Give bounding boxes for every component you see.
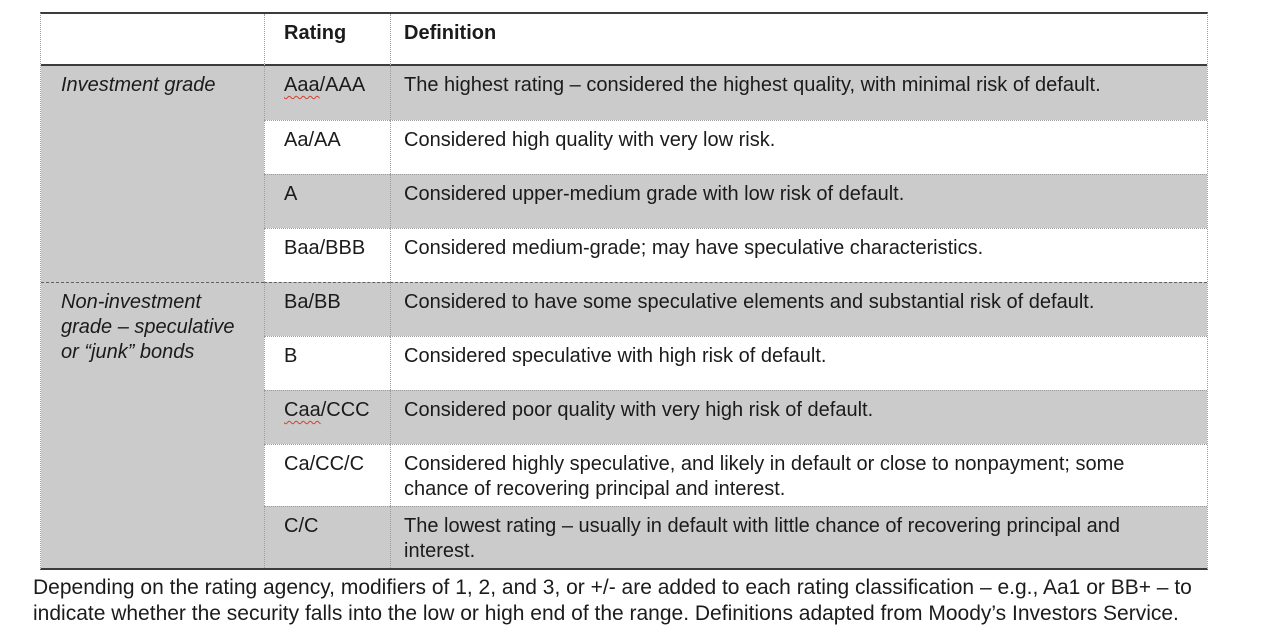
rating-cell: C/C <box>264 506 390 568</box>
header-rating: Rating <box>264 14 390 66</box>
header-definition: Definition <box>390 14 1207 66</box>
definition-cell: Considered speculative with high risk of… <box>390 336 1207 390</box>
bond-ratings-table: Rating Definition Investment grade Aaa/AA… <box>40 12 1208 570</box>
spellcheck-squiggle: Caa <box>284 399 321 421</box>
header-empty-cell <box>41 14 264 66</box>
rating-cell: A <box>264 174 390 228</box>
rating-cell: Ca/CC/C <box>264 444 390 506</box>
definition-cell: Considered upper-medium grade with low r… <box>390 174 1207 228</box>
category-cell: Non-investment grade – speculative or “j… <box>41 282 264 568</box>
definition-cell: Considered high quality with very low ri… <box>390 120 1207 174</box>
definition-cell: The highest rating – considered the high… <box>390 66 1207 120</box>
rating-cell: Aaa/AAA <box>264 66 390 120</box>
category-cell: Investment grade <box>41 66 264 282</box>
rating-cell: Baa/BBB <box>264 228 390 282</box>
rating-cell: Ba/BB <box>264 282 390 336</box>
rating-cell: B <box>264 336 390 390</box>
definition-cell: Considered highly speculative, and likel… <box>390 444 1207 506</box>
definition-cell: Considered poor quality with very high r… <box>390 390 1207 444</box>
spellcheck-squiggle: Aaa <box>284 74 320 96</box>
table-footnote: Depending on the rating agency, modifier… <box>33 576 1192 625</box>
definition-cell: Considered medium-grade; may have specul… <box>390 228 1207 282</box>
rating-cell: Aa/AA <box>264 120 390 174</box>
definition-cell: The lowest rating – usually in default w… <box>390 506 1207 568</box>
rating-cell: Caa/CCC <box>264 390 390 444</box>
definition-cell: Considered to have some speculative elem… <box>390 282 1207 336</box>
